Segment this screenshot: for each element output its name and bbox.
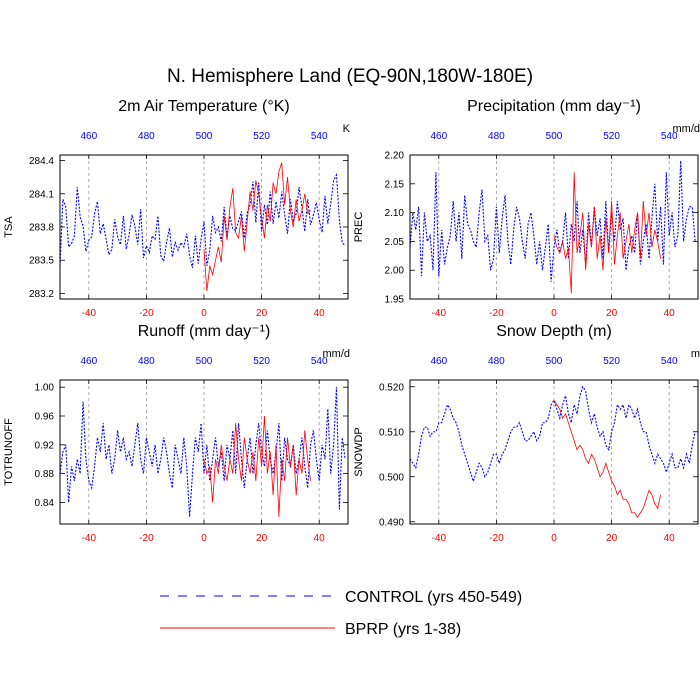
tsa-ytick-label: 284.1 [29,189,54,200]
runoff-ytick-label: 0.96 [35,412,55,423]
runoff-plot-frame [59,379,349,525]
runoff-top-tick-label: 520 [253,356,270,367]
runoff-ytick-label: 1.00 [35,383,55,394]
prec-title: Precipitation (mm day⁻¹) [467,98,641,115]
prec-ytick-label: 1.95 [385,295,405,306]
runoff-xtick-label: 20 [256,533,268,544]
runoff-ytick-label: 0.88 [35,469,55,480]
panels-container: 2m Air Temperature (°K) K TSA -40 -20 0 20 40 46… [3,98,700,544]
snowdp-ytick-label: 0.510 [379,427,404,438]
tsa-top-tick-label: 500 [196,131,213,142]
runoff-ylabel: TOTRUNOFF [3,418,15,486]
runoff-control-series [60,387,346,517]
runoff-top-tick-label: 480 [138,356,155,367]
prec-top-tick-label: 520 [603,131,620,142]
tsa-top-tick-label: 460 [80,131,97,142]
prec-control-series [410,160,696,282]
prec-top-tick-label: 540 [661,131,678,142]
snowdp-control-series [410,385,696,484]
tsa-ytick-label: 283.2 [29,289,54,300]
snowdp-xtick-label: -20 [489,533,504,544]
prec-xtick-label: 0 [551,308,557,319]
prec-xtick-label: 20 [606,308,618,319]
prec-ytick-label: 2.20 [385,151,405,162]
prec-plot-frame [409,154,699,300]
legend-control-label: CONTROL (yrs 450-549) [345,589,522,606]
prec-ytick-label: 2.10 [385,208,405,219]
prec-xtick-label: 40 [664,308,676,319]
runoff-top-tick-label: 500 [196,356,213,367]
prec-bprp-series [553,172,661,294]
snowdp-xtick-label: 0 [551,533,557,544]
snowdp-ytick-label: 0.500 [379,472,404,483]
tsa-top-tick-label: 480 [138,131,155,142]
snowdp-top-tick-label: 520 [603,356,620,367]
snowdp-ylabel: SNOWDP [353,427,365,477]
runoff-ytick-label: 0.92 [35,440,55,451]
prec-top-tick-label: 480 [488,131,505,142]
tsa-top-tick-label: 540 [311,131,328,142]
snowdp-ytick-label: 0.490 [379,517,404,528]
runoff-top-tick-label: 460 [80,356,97,367]
prec-ytick-label: 2.05 [385,237,405,248]
tsa-xtick-label: 40 [314,308,326,319]
snowdp-title: Snow Depth (m) [496,323,612,340]
prec-xtick-label: -40 [432,308,447,319]
tsa-bprp-series [203,162,311,292]
snowdp-bprp-series [553,400,661,518]
snowdp-top-tick-label: 500 [546,356,563,367]
prec-top-tick-label: 500 [546,131,563,142]
tsa-plot-frame [59,154,349,300]
prec-ylabel: PREC [353,212,365,243]
runoff-xtick-label: 40 [314,533,326,544]
panel-runoff: Runoff (mm day⁻¹) mm/d TOTRUNOFF -40 -20 0 20 4… [3,323,350,544]
tsa-ytick-label: 283.5 [29,256,54,267]
tsa-unit-label: K [343,123,351,135]
runoff-xtick-label: -40 [82,533,97,544]
tsa-xtick-label: -20 [139,308,154,319]
runoff-unit-label: mm/d [323,348,351,360]
runoff-ytick-label: 0.84 [35,498,55,509]
snowdp-plot-frame [409,379,699,525]
prec-unit-label: mm/d [673,123,700,135]
snowdp-top-tick-label: 460 [430,356,447,367]
tsa-xtick-label: 0 [201,308,207,319]
snowdp-top-tick-label: 540 [661,356,678,367]
runoff-title: Runoff (mm day⁻¹) [138,323,271,340]
tsa-xtick-label: -40 [82,308,97,319]
tsa-control-series [60,172,346,269]
snowdp-unit-label: m [691,348,700,360]
snowdp-ytick-label: 0.520 [379,382,404,393]
tsa-ytick-label: 284.4 [29,156,54,167]
prec-top-tick-label: 460 [430,131,447,142]
legend-bprp-label: BPRP (yrs 1-38) [345,621,461,638]
tsa-ylabel: TSA [3,216,15,238]
prec-ytick-label: 2.00 [385,266,405,277]
runoff-top-tick-label: 540 [311,356,328,367]
panel-snowdp: Snow Depth (m) m SNOWDP -40 -20 0 20 40 460 480 50… [353,323,700,544]
prec-ytick-label: 2.15 [385,179,405,190]
panel-prec: Precipitation (mm day⁻¹) mm/d PREC -40 -20 0 2… [353,98,700,319]
panel-tsa: 2m Air Temperature (°K) K TSA -40 -20 0 20 40 46… [3,98,351,319]
legend: CONTROL (yrs 450-549) BPRP (yrs 1-38) [160,589,522,638]
snowdp-xtick-label: 20 [606,533,618,544]
snowdp-top-tick-label: 480 [488,356,505,367]
runoff-xtick-label: -20 [139,533,154,544]
figure-title: N. Hemisphere Land (EQ-90N,180W-180E) [167,66,533,87]
tsa-ytick-label: 283.8 [29,223,54,234]
runoff-xtick-label: 0 [201,533,207,544]
runoff-bprp-series [203,415,311,517]
tsa-top-tick-label: 520 [253,131,270,142]
prec-xtick-label: -20 [489,308,504,319]
tsa-title: 2m Air Temperature (°K) [118,98,290,115]
snowdp-xtick-label: -40 [432,533,447,544]
tsa-xtick-label: 20 [256,308,268,319]
snowdp-xtick-label: 40 [664,533,676,544]
